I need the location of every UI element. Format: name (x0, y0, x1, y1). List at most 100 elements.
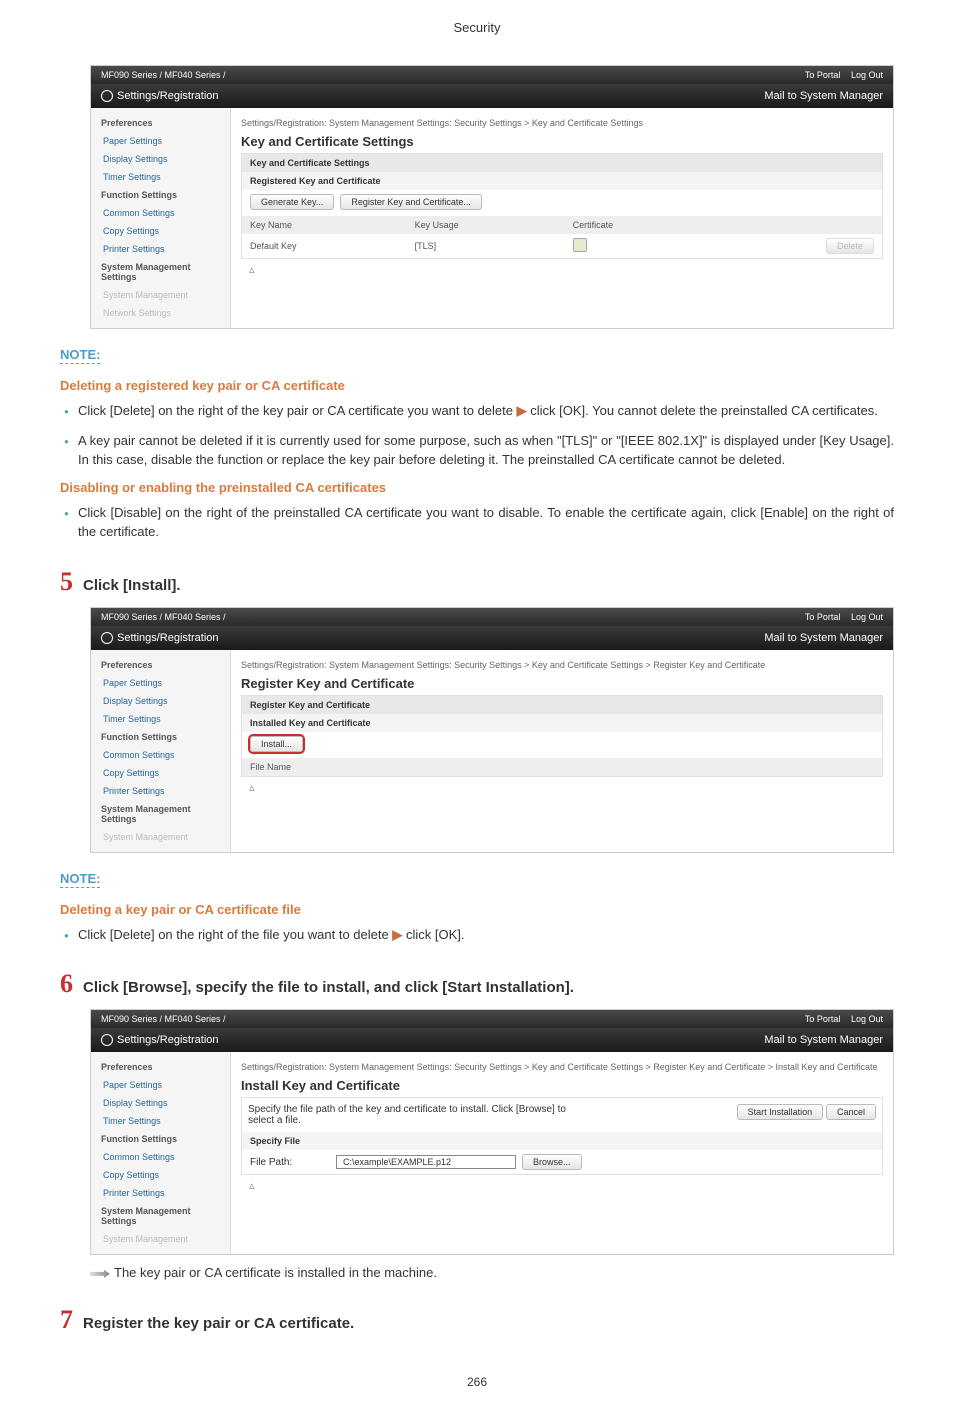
main-title: Install Key and Certificate (241, 1078, 883, 1093)
sidebar: Preferences Paper Settings Display Setti… (91, 1052, 231, 1254)
sidebar-item-paper[interactable]: Paper Settings (91, 132, 230, 150)
section-delete-registered-title: Deleting a registered key pair or CA cer… (60, 378, 894, 393)
step-6-number: 6 (60, 969, 73, 999)
sidebar-preferences-heading: Preferences (91, 114, 230, 132)
step-7-number: 7 (60, 1305, 73, 1335)
gear-icon (101, 1034, 113, 1046)
sidebar-sysmgmt-heading: System Management Settings (91, 800, 230, 828)
sidebar-item-copy[interactable]: Copy Settings (91, 764, 230, 782)
settings-registration-title: Settings/Registration (117, 1034, 219, 1046)
sidebar-item-common[interactable]: Common Settings (91, 746, 230, 764)
footer-mark: ▵ (241, 1175, 883, 1196)
step-7-text: Register the key pair or CA certificate. (83, 1315, 354, 1332)
mail-link[interactable]: Mail to System Manager (764, 90, 883, 102)
sidebar-item-timer[interactable]: Timer Settings (91, 168, 230, 186)
sidebar-item-copy[interactable]: Copy Settings (91, 222, 230, 240)
sidebar-item-paper[interactable]: Paper Settings (91, 674, 230, 692)
gear-icon (101, 632, 113, 644)
portal-link[interactable]: To Portal (805, 70, 841, 80)
logout-link[interactable]: Log Out (851, 612, 883, 622)
sidebar-item-common[interactable]: Common Settings (91, 204, 230, 222)
file-path-input[interactable]: C:\example\EXAMPLE.p12 (336, 1155, 516, 1169)
th-action (713, 216, 882, 234)
sidebar-item-network[interactable]: Network Settings (91, 304, 230, 322)
series-breadcrumb: MF090 Series / MF040 Series / (101, 612, 226, 622)
arrow-icon: ▶ (517, 403, 527, 418)
note-label: NOTE: (60, 347, 100, 364)
logout-link[interactable]: Log Out (851, 70, 883, 80)
sidebar-item-display[interactable]: Display Settings (91, 150, 230, 168)
row-keyusage: [TLS] (407, 234, 565, 258)
sidebar-preferences-heading: Preferences (91, 656, 230, 674)
sidebar-item-copy[interactable]: Copy Settings (91, 1166, 230, 1184)
sidebar-item-display[interactable]: Display Settings (91, 1094, 230, 1112)
cancel-button[interactable]: Cancel (826, 1104, 876, 1120)
settings-registration-title: Settings/Registration (117, 90, 219, 102)
delete-button[interactable]: Delete (826, 238, 874, 254)
generate-key-button[interactable]: Generate Key... (250, 194, 334, 210)
sidebar-function-heading: Function Settings (91, 1130, 230, 1148)
sidebar-function-heading: Function Settings (91, 728, 230, 746)
sidebar-item-printer[interactable]: Printer Settings (91, 240, 230, 258)
page-header: Security (60, 20, 894, 35)
step-5-number: 5 (60, 567, 73, 597)
result-arrow-icon (90, 1270, 110, 1278)
bullet-delete-click: Click [Delete] on the right of the key p… (60, 401, 894, 421)
install-instruction: Specify the file path of the key and cer… (248, 1104, 593, 1126)
result-text: The key pair or CA certificate is instal… (90, 1265, 894, 1280)
start-installation-button[interactable]: Start Installation (737, 1104, 824, 1120)
row-keyname: Default Key (242, 234, 407, 258)
screenshot-register-key-cert: MF090 Series / MF040 Series / To Portal … (90, 607, 894, 853)
sidebar: Preferences Paper Settings Display Setti… (91, 650, 231, 852)
bullet-delete-file: Click [Delete] on the right of the file … (60, 925, 894, 945)
install-button[interactable]: Install... (250, 736, 303, 752)
screenshot-key-cert-settings: MF090 Series / MF040 Series / To Portal … (90, 65, 894, 329)
sidebar-preferences-heading: Preferences (91, 1058, 230, 1076)
footer-mark: ▵ (241, 259, 883, 280)
sidebar-item-display[interactable]: Display Settings (91, 692, 230, 710)
main-title: Register Key and Certificate (241, 676, 883, 691)
settings-registration-title: Settings/Registration (117, 632, 219, 644)
browse-button[interactable]: Browse... (522, 1154, 582, 1170)
sidebar-item-common[interactable]: Common Settings (91, 1148, 230, 1166)
sidebar-item-timer[interactable]: Timer Settings (91, 1112, 230, 1130)
sidebar-item-sysmgmt[interactable]: System Management (91, 1230, 230, 1248)
specify-file-header: Specify File (242, 1132, 882, 1150)
gear-icon (101, 90, 113, 102)
sidebar-item-sysmgmt[interactable]: System Management (91, 828, 230, 846)
mail-link[interactable]: Mail to System Manager (764, 1034, 883, 1046)
breadcrumb: Settings/Registration: System Management… (241, 660, 883, 670)
th-keyusage: Key Usage (407, 216, 565, 234)
sidebar-item-paper[interactable]: Paper Settings (91, 1076, 230, 1094)
bullet-cannot-delete: A key pair cannot be deleted if it is cu… (60, 431, 894, 470)
main-title: Key and Certificate Settings (241, 134, 883, 149)
arrow-icon: ▶ (392, 927, 402, 942)
breadcrumb: Settings/Registration: System Management… (241, 118, 883, 128)
th-cert: Certificate (565, 216, 714, 234)
portal-link[interactable]: To Portal (805, 1014, 841, 1024)
series-breadcrumb: MF090 Series / MF040 Series / (101, 1014, 226, 1024)
logout-link[interactable]: Log Out (851, 1014, 883, 1024)
register-key-cert-button[interactable]: Register Key and Certificate... (340, 194, 482, 210)
step-6-text: Click [Browse], specify the file to inst… (83, 979, 574, 996)
page-number: 266 (60, 1375, 894, 1389)
breadcrumb: Settings/Registration: System Management… (241, 1062, 883, 1072)
sidebar-sysmgmt-heading: System Management Settings (91, 1202, 230, 1230)
certificate-icon[interactable] (573, 238, 587, 252)
th-filename: File Name (242, 758, 882, 776)
mail-link[interactable]: Mail to System Manager (764, 632, 883, 644)
portal-link[interactable]: To Portal (805, 612, 841, 622)
panel-subheader: Installed Key and Certificate (242, 714, 882, 732)
sidebar-item-printer[interactable]: Printer Settings (91, 1184, 230, 1202)
sidebar: Preferences Paper Settings Display Setti… (91, 108, 231, 328)
sidebar-function-heading: Function Settings (91, 186, 230, 204)
series-breadcrumb: MF090 Series / MF040 Series / (101, 70, 226, 80)
section-disable-enable-title: Disabling or enabling the preinstalled C… (60, 480, 894, 495)
sidebar-item-sysmgmt[interactable]: System Management (91, 286, 230, 304)
th-keyname: Key Name (242, 216, 407, 234)
sidebar-item-printer[interactable]: Printer Settings (91, 782, 230, 800)
sidebar-sysmgmt-heading: System Management Settings (91, 258, 230, 286)
footer-mark: ▵ (241, 777, 883, 798)
step-5-text: Click [Install]. (83, 577, 181, 594)
sidebar-item-timer[interactable]: Timer Settings (91, 710, 230, 728)
